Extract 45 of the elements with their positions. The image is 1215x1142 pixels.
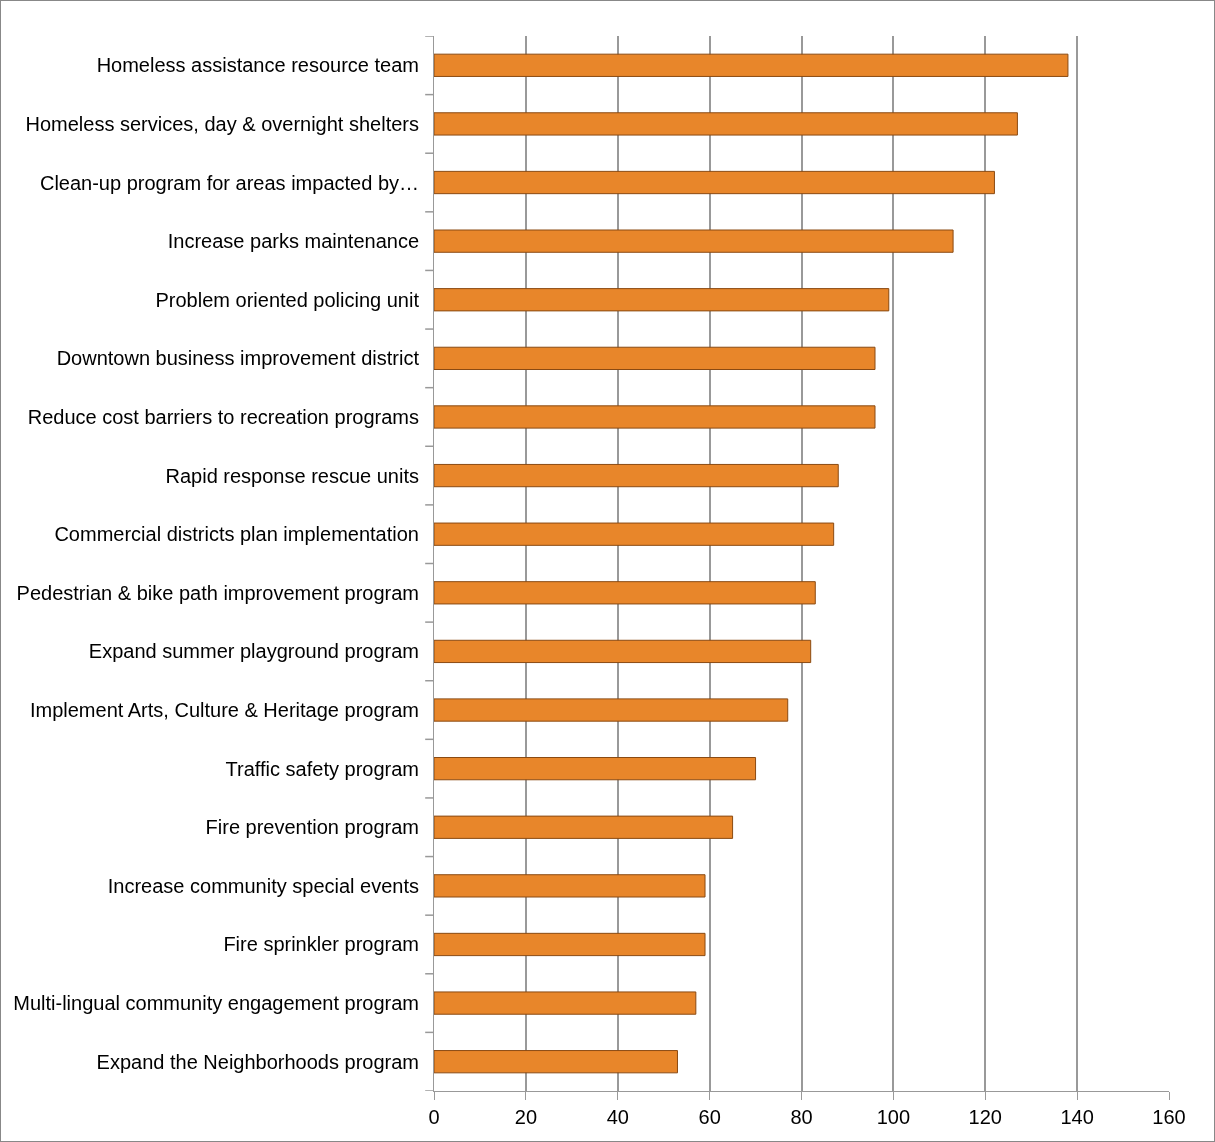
bar	[434, 288, 890, 312]
x-tick-label: 140	[1060, 1106, 1094, 1128]
x-tick-label: 60	[698, 1106, 721, 1128]
y-tick-label: Fire prevention program	[205, 816, 419, 839]
bar	[434, 757, 757, 781]
bar	[434, 874, 706, 898]
y-tick-label: Homeless assistance resource team	[96, 54, 419, 77]
bar	[434, 991, 697, 1015]
y-tick-label: Expand the Neighborhoods program	[96, 1050, 419, 1073]
y-tick-label: Problem oriented policing unit	[155, 288, 420, 311]
x-tick-label: 160	[1152, 1106, 1186, 1128]
bar	[434, 112, 1018, 136]
y-tick-label: Pedestrian & bike path improvement program	[16, 581, 419, 604]
x-tick-label: 100	[876, 1106, 911, 1128]
y-tick-label: Rapid response rescue units	[165, 464, 419, 487]
y-tick-label: Commercial districts plan implementation	[54, 523, 419, 546]
y-tick-label: Multi-lingual community engagement program	[13, 992, 419, 1015]
y-tick-label: Reduce cost barriers to recreation programs	[27, 405, 419, 428]
y-tick-label: Homeless services, day & overnight shelters	[25, 112, 419, 135]
bar	[434, 405, 876, 429]
y-tick-label: Clean-up program for areas impacted by…	[39, 171, 419, 194]
y-tick-label: Implement Arts, Culture & Heritage program	[29, 699, 419, 722]
bar	[434, 932, 706, 957]
bar	[434, 698, 789, 722]
y-tick-label: Fire sprinkler program	[223, 933, 419, 956]
y-tick-label: Traffic safety program	[225, 757, 419, 780]
y-tick-label: Increase parks maintenance	[167, 230, 419, 253]
bar	[434, 229, 954, 253]
bar	[434, 346, 876, 370]
bar	[434, 522, 835, 546]
bar	[434, 639, 812, 664]
y-tick-label: Expand summer playground program	[88, 640, 419, 663]
bar	[434, 581, 816, 605]
x-tick-label: 120	[968, 1106, 1002, 1128]
x-tick-label: 80	[790, 1106, 813, 1128]
x-tick-label: 40	[606, 1106, 629, 1128]
x-tick-label: 20	[514, 1106, 538, 1128]
bar	[434, 463, 839, 488]
x-tick-label: 0	[428, 1106, 440, 1128]
y-tick-label: Increase community special events	[107, 874, 419, 897]
bar	[434, 53, 1069, 77]
bar	[434, 815, 734, 839]
bar	[434, 170, 995, 195]
y-tick-label: Downtown business improvement district	[56, 347, 420, 370]
bar	[434, 1050, 678, 1074]
